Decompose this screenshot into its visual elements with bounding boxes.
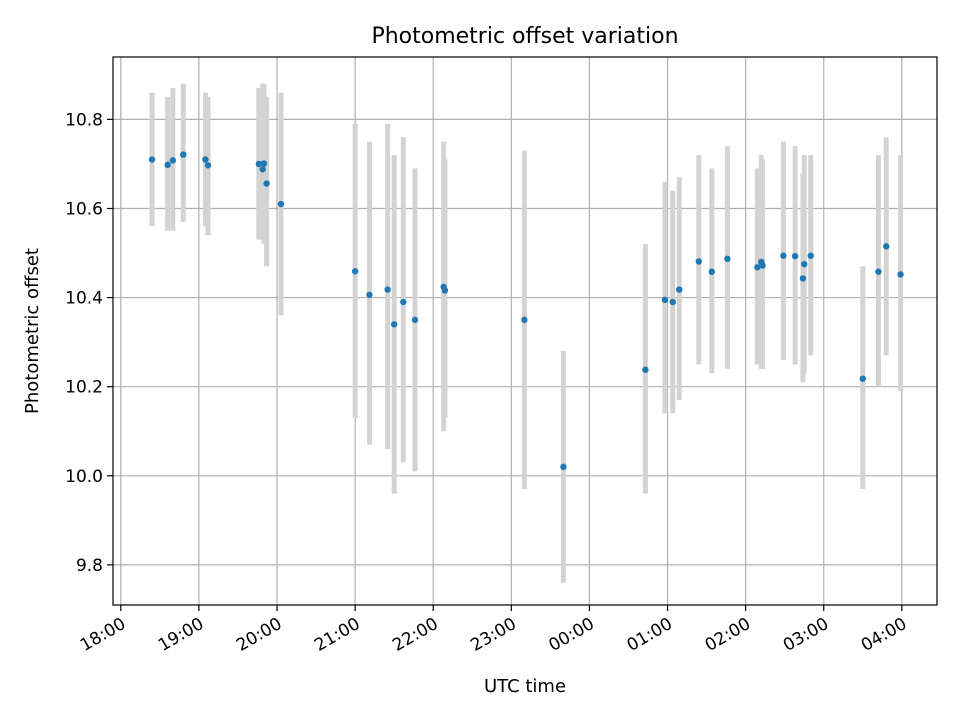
data-point (164, 161, 171, 169)
data-point (695, 258, 702, 265)
data-point (259, 166, 266, 173)
y-tick-label: 9.8 (76, 556, 103, 576)
y-axis-ticks: 9.8 10.0 10.2 10.4 10.6 10.8 (65, 110, 113, 576)
plot-frame (112, 56, 938, 606)
data-point (642, 366, 649, 373)
y-axis-label: Photometric offset (22, 248, 43, 414)
data-point (204, 162, 212, 169)
data-point (263, 180, 270, 187)
data-point (277, 200, 285, 208)
data-point (708, 268, 715, 275)
data-point (801, 260, 808, 268)
data-point (676, 286, 683, 293)
data-point (807, 252, 814, 259)
data-point (202, 156, 209, 163)
y-tick-label: 10.4 (65, 289, 103, 309)
y-tick-label: 10.2 (65, 378, 103, 398)
data-point (724, 255, 731, 263)
data-point (560, 463, 567, 471)
data-point (169, 157, 177, 164)
data-point (180, 151, 187, 158)
data-point (875, 268, 882, 275)
chart-title: Photometric offset variation (371, 24, 678, 49)
data-point (759, 262, 766, 269)
data-point (260, 160, 268, 167)
data-point (859, 375, 867, 382)
data-point (351, 268, 359, 275)
data-point (883, 243, 890, 250)
y-tick-label: 10.0 (65, 467, 103, 487)
data-point (661, 296, 669, 304)
y-tick-label: 10.8 (65, 110, 103, 130)
data-points (148, 151, 904, 471)
data-point (897, 271, 904, 278)
data-point (148, 156, 156, 163)
data-point (441, 287, 449, 294)
data-point (255, 160, 262, 168)
x-axis-label: UTC time (484, 676, 566, 697)
data-point (411, 316, 419, 324)
data-point (669, 298, 676, 306)
data-point (390, 321, 398, 328)
data-point (791, 252, 799, 260)
y-tick-label: 10.6 (65, 199, 103, 219)
data-point (799, 275, 807, 282)
data-point (754, 264, 761, 271)
data-point (384, 286, 391, 293)
data-point (521, 316, 528, 324)
data-point (400, 298, 407, 306)
data-point (366, 291, 373, 299)
data-point (780, 252, 787, 259)
